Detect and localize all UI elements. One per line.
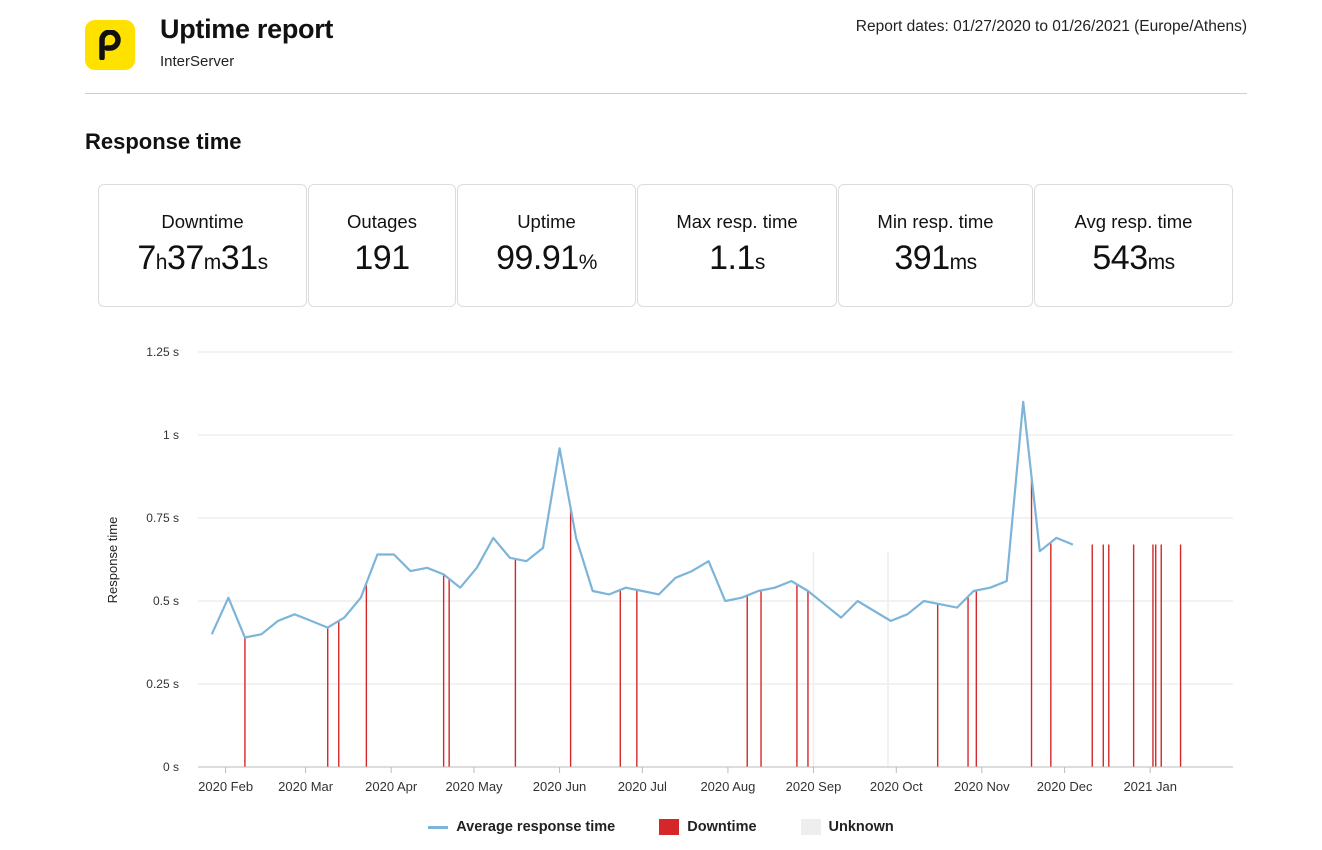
x-tick-label: 2020 Jul: [618, 779, 667, 794]
stat-number: 7: [137, 239, 156, 277]
y-tick-label: 0 s: [163, 760, 179, 774]
stat-number: 1.1: [709, 239, 755, 277]
stat-value: 543ms: [1035, 239, 1232, 278]
y-tick-label: 0.5 s: [153, 594, 179, 608]
stat-value: 99.91%: [458, 239, 635, 278]
stat-unit: s: [257, 251, 269, 274]
stat-value: 1.1s: [638, 239, 836, 278]
y-tick-label: 0.75 s: [146, 511, 179, 525]
stat-unit: m: [203, 251, 222, 274]
x-tick-label: 2020 Aug: [700, 779, 755, 794]
x-tick-label: 2020 Nov: [954, 779, 1010, 794]
x-tick-label: 2020 May: [445, 779, 503, 794]
x-tick-label: 2020 Apr: [365, 779, 418, 794]
stat-label: Max resp. time: [676, 211, 798, 232]
stat-number: 543: [1092, 239, 1148, 277]
stat-label: Uptime: [517, 211, 576, 232]
legend-label: Downtime: [687, 819, 757, 835]
legend-label: Average response time: [456, 819, 616, 835]
stat-label: Downtime: [161, 211, 244, 232]
legend-downtime-swatch: [659, 819, 680, 835]
stat-number: 391: [894, 239, 950, 277]
x-tick-label: 2020 Sep: [786, 779, 842, 794]
stat-label: Outages: [347, 211, 417, 232]
stat-unit: %: [578, 251, 598, 274]
x-tick-label: 2020 Feb: [198, 779, 253, 794]
stat-number: 191: [354, 239, 410, 277]
stat-card-max-resp: Max resp. time 1.1s: [637, 184, 837, 307]
stat-label: Min resp. time: [877, 211, 994, 232]
y-tick-label: 1 s: [163, 428, 179, 442]
stat-card-min-resp: Min resp. time 391ms: [838, 184, 1033, 307]
stat-card-uptime: Uptime 99.91%: [457, 184, 636, 307]
report-dates: Report dates: 01/27/2020 to 01/26/2021 (…: [855, 18, 1247, 35]
chart-legend: Average response time Downtime Unknown: [0, 819, 1322, 835]
header-divider: [85, 93, 1247, 94]
response-time-chart: 0 s 0.25 s 0.5 s 0.75 s 1 s 1.25 s 2020 Feb 202…: [105, 345, 1233, 794]
stat-number: 99.91: [496, 239, 579, 277]
stat-unit: h: [155, 251, 168, 274]
x-tick-label: 2020 Dec: [1037, 779, 1093, 794]
stat-value: 7h37m31s: [99, 239, 306, 278]
y-axis-title: Response time: [105, 517, 120, 604]
p-letter-icon: [99, 30, 121, 60]
stat-number: 37: [166, 239, 204, 277]
stat-value: 391ms: [839, 239, 1032, 278]
logo: [85, 20, 135, 70]
legend-unknown-swatch: [800, 819, 821, 835]
stat-card-avg-resp: Avg resp. time 543ms: [1034, 184, 1233, 307]
legend-item-unknown[interactable]: Unknown: [800, 819, 894, 835]
series-line-average-response: [210, 400, 1074, 639]
legend-label: Unknown: [828, 819, 894, 835]
stat-label: Avg resp. time: [1074, 211, 1193, 232]
legend-item-average[interactable]: Average response time: [428, 819, 615, 835]
stat-unit: s: [754, 251, 766, 274]
y-tick-label: 0.25 s: [146, 677, 179, 691]
stat-value: 191: [309, 239, 455, 278]
x-tick-label: 2021 Jan: [1123, 779, 1177, 794]
page-title: Uptime report: [160, 14, 334, 44]
stat-unit: ms: [949, 251, 978, 274]
stat-unit: ms: [1147, 251, 1176, 274]
stat-number: 31: [220, 239, 258, 277]
legend-item-downtime[interactable]: Downtime: [659, 819, 757, 835]
x-tick-label: 2020 Jun: [533, 779, 587, 794]
x-tick-label: 2020 Mar: [278, 779, 334, 794]
x-tick-label: 2020 Oct: [870, 779, 923, 794]
monitor-name: InterServer: [160, 53, 235, 70]
stat-card-outages: Outages 191: [308, 184, 456, 307]
stat-card-downtime: Downtime 7h37m31s: [98, 184, 307, 307]
section-title: Response time: [85, 129, 242, 154]
y-tick-label: 1.25 s: [146, 345, 179, 359]
legend-line-swatch: [428, 825, 449, 829]
